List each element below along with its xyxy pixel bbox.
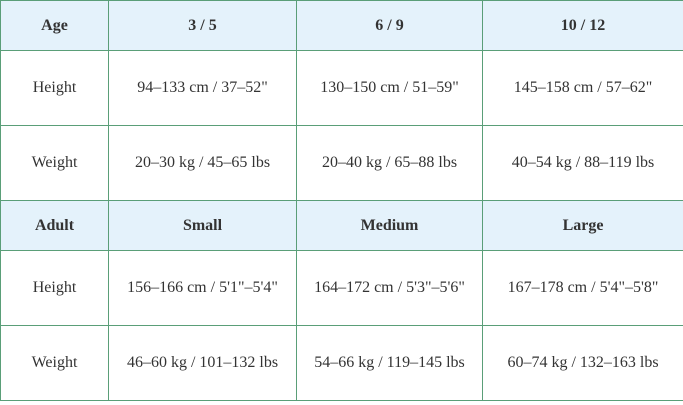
cell: 167–178 cm / 5'4"–5'8": [482, 250, 683, 326]
cell: 164–172 cm / 5'3"–5'6": [296, 250, 483, 326]
header-cell: Medium: [296, 200, 483, 251]
row: Weight 46–60 kg / 101–132 lbs 54–66 kg / 1…: [0, 325, 683, 401]
cell: 20–30 kg / 45–65 lbs: [108, 125, 297, 201]
cell: 60–74 kg / 132–163 lbs: [482, 325, 683, 401]
cell: 145–158 cm / 57–62": [482, 50, 683, 126]
header-cell: 10 / 12: [482, 0, 683, 51]
header-row: Adult Small Medium Large: [0, 200, 683, 251]
header-cell: Age: [0, 0, 109, 51]
cell: 94–133 cm / 37–52": [108, 50, 297, 126]
header-cell: Adult: [0, 200, 109, 251]
row-label: Height: [0, 250, 109, 326]
cell: 20–40 kg / 65–88 lbs: [296, 125, 483, 201]
row: Height 94–133 cm / 37–52" 130–150 cm / 51–…: [0, 50, 683, 126]
header-cell: Small: [108, 200, 297, 251]
cell: 54–66 kg / 119–145 lbs: [296, 325, 483, 401]
row-label: Height: [0, 50, 109, 126]
row-label: Weight: [0, 325, 109, 401]
cell: 46–60 kg / 101–132 lbs: [108, 325, 297, 401]
cell: 130–150 cm / 51–59": [296, 50, 483, 126]
header-cell: 3 / 5: [108, 0, 297, 51]
row-label: Weight: [0, 125, 109, 201]
row: Height 156–166 cm / 5'1"–5'4" 164–172 cm /…: [0, 250, 683, 326]
header-cell: Large: [482, 200, 683, 251]
cell: 40–54 kg / 88–119 lbs: [482, 125, 683, 201]
row: Weight 20–30 kg / 45–65 lbs 20–40 kg / 65–…: [0, 125, 683, 201]
cell: 156–166 cm / 5'1"–5'4": [108, 250, 297, 326]
header-cell: 6 / 9: [296, 0, 483, 51]
